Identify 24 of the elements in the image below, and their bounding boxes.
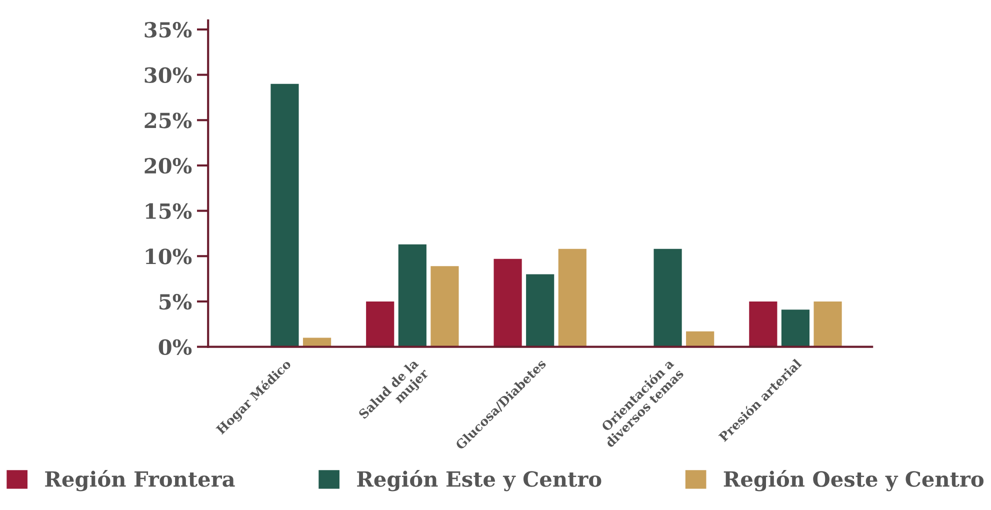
bar [558,248,586,347]
bar [814,301,842,347]
y-tick-label: 15% [146,203,192,220]
bar [686,331,714,347]
bar [494,258,522,347]
bar [398,244,426,347]
bar [366,301,394,347]
bar [302,338,332,347]
bar [654,248,682,347]
y-tick-label: 10% [146,248,192,264]
y-tick-label: 0% [158,339,192,356]
legend-label: Región Frontera [45,470,235,492]
bar [270,84,299,347]
y-tick-label: 5% [160,294,192,310]
bar [430,266,459,347]
y-tick-label: 30% [144,67,192,84]
legend-label: Región Oeste y Centro [724,470,984,492]
y-tick-label: 20% [144,158,192,174]
bar [749,301,778,347]
bar [781,310,810,347]
y-tick-label: 35% [144,22,192,38]
y-tick-label: 25% [144,112,192,128]
legend-label: Región Este y Centro [357,470,602,492]
bar [526,274,554,347]
